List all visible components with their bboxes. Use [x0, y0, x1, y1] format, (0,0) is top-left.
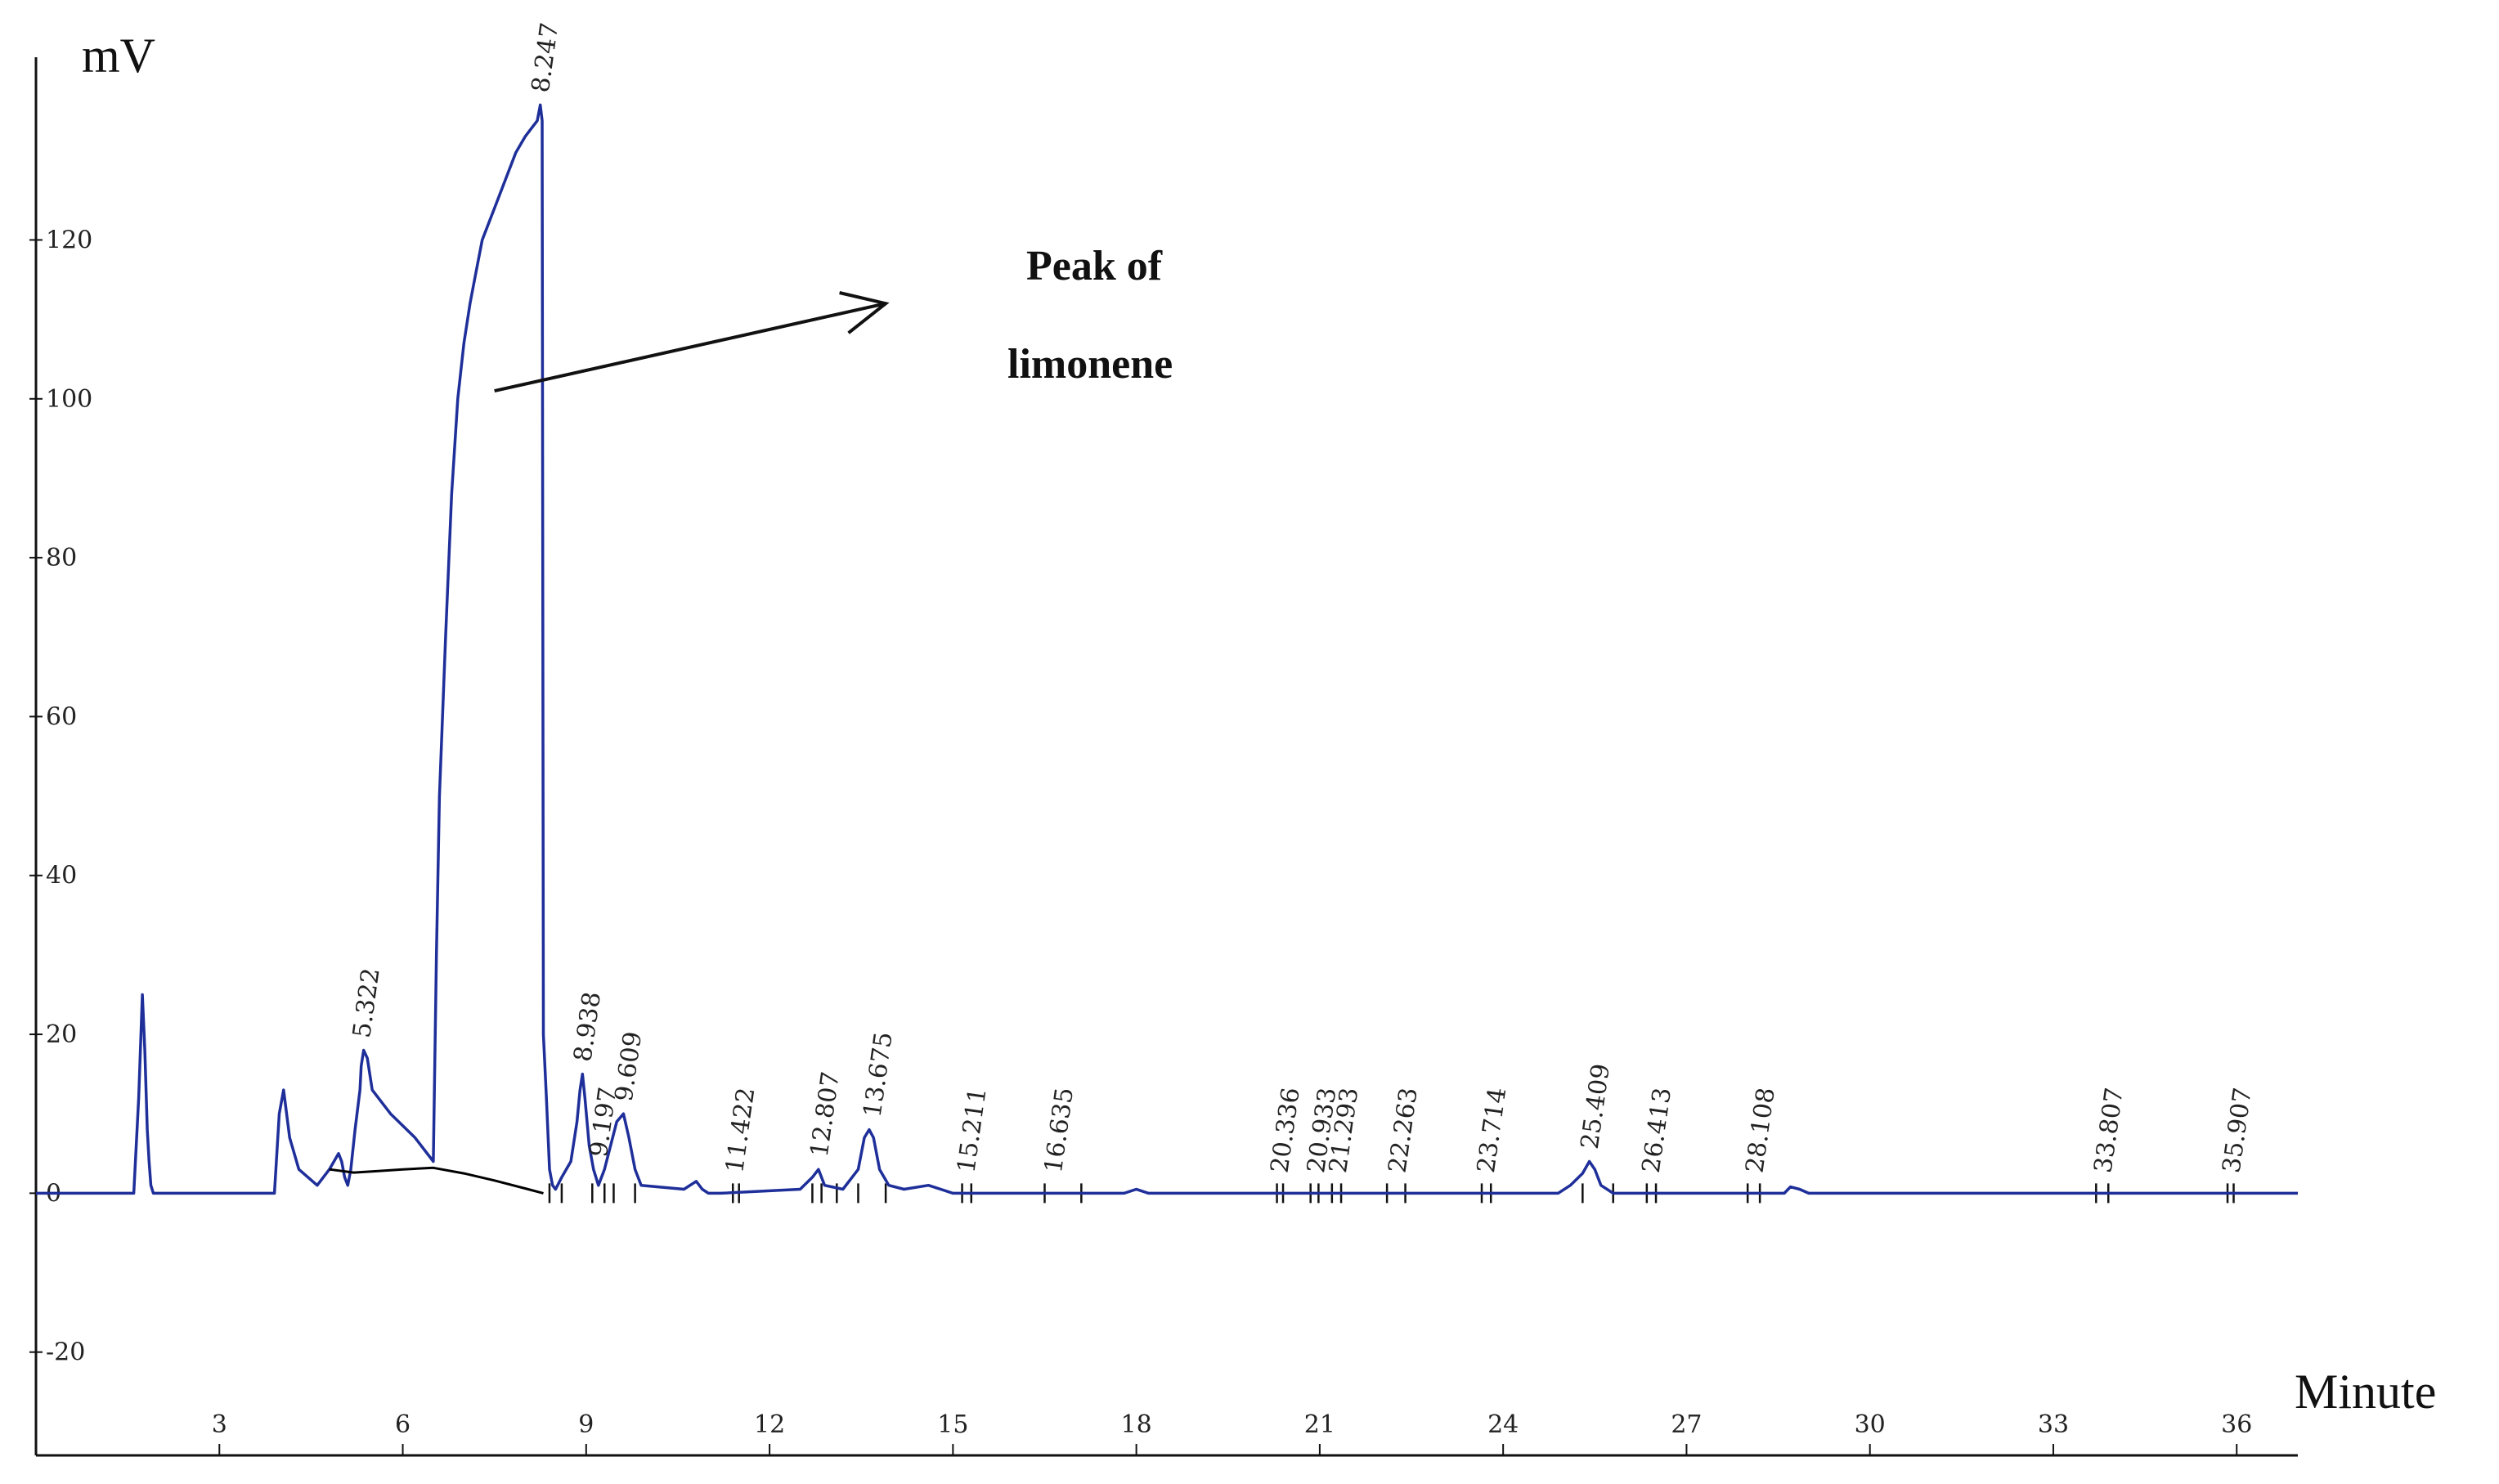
peak-label: 16.635 — [1039, 1086, 1079, 1175]
x-axis-title: Minute — [2295, 1365, 2436, 1419]
y-tick-label: 120 — [46, 226, 92, 254]
x-tick-label: 36 — [2221, 1410, 2252, 1439]
x-tick-label: 12 — [754, 1410, 785, 1439]
peak-label: 35.907 — [2218, 1086, 2258, 1175]
baseline-drift-trace — [329, 1166, 544, 1195]
y-tick-label: -20 — [46, 1338, 85, 1367]
peak-label: 8.938 — [568, 990, 607, 1064]
x-tick-label: 18 — [1121, 1410, 1152, 1439]
annotation-text-line-2: limonene — [1007, 341, 1173, 388]
x-tick-label: 33 — [2038, 1410, 2069, 1439]
chromatogram-trace — [36, 103, 2298, 1195]
axes — [34, 57, 2298, 1457]
annotation-arrow-head — [839, 291, 890, 334]
x-tick-label: 21 — [1304, 1410, 1335, 1439]
peak-label: 9.609 — [610, 1029, 648, 1103]
peak-label: 28.108 — [1741, 1086, 1781, 1175]
peak-label: 13.675 — [859, 1030, 899, 1119]
y-axis-title: mV — [82, 29, 155, 83]
peak-label: 33.807 — [2089, 1086, 2129, 1175]
peak-label: 20.336 — [1266, 1086, 1306, 1175]
peak-label: 22.263 — [1384, 1086, 1424, 1175]
peak-label: 26.413 — [1637, 1086, 1677, 1175]
peak-label: 12.807 — [805, 1070, 846, 1159]
annotation-arrow-line — [494, 302, 886, 393]
peak-label: 5.322 — [348, 966, 386, 1040]
x-tick-label: 3 — [212, 1410, 227, 1439]
annotation-text-line-1: Peak of — [1026, 243, 1163, 289]
x-tick-label: 6 — [395, 1410, 411, 1439]
x-tick-label: 30 — [1855, 1410, 1886, 1439]
y-tick-label: 80 — [46, 544, 77, 572]
x-tick-label: 27 — [1671, 1410, 1702, 1439]
peak-label: 15.211 — [952, 1086, 992, 1175]
limonene-annotation: Peak of limonene — [494, 243, 1173, 393]
peak-label: 25.409 — [1576, 1062, 1616, 1151]
x-tick-label: 15 — [937, 1410, 968, 1439]
y-tick-label: 100 — [46, 385, 92, 414]
y-tick-label: 60 — [46, 702, 77, 731]
series-layer — [36, 103, 2298, 1195]
peak-label: 23.714 — [1472, 1086, 1512, 1175]
peak-label: 11.422 — [720, 1086, 760, 1175]
x-tick-label: 24 — [1487, 1410, 1519, 1439]
y-tick-label: 20 — [46, 1020, 77, 1049]
x-tick-label: 9 — [578, 1410, 594, 1439]
peak-label: 8.247 — [527, 20, 565, 94]
x-ticks: 3 6 9 12 15 18 21 24 27 30 33 36 — [212, 1410, 2252, 1455]
y-tick-label: 40 — [46, 862, 77, 890]
